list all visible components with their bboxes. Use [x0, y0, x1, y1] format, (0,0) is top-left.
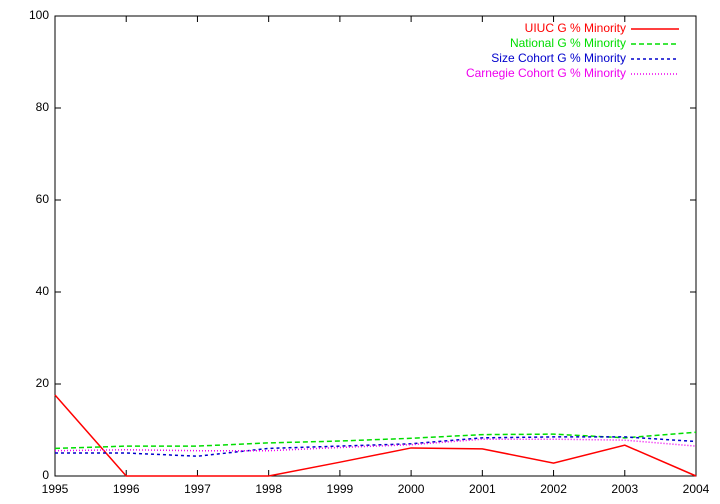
y-tick-label: 40	[36, 284, 50, 298]
legend-label: National G % Minority	[510, 36, 626, 50]
y-tick-label: 100	[29, 8, 49, 22]
x-tick-label: 1999	[327, 482, 354, 496]
x-tick-label: 2003	[611, 482, 638, 496]
y-tick-label: 20	[36, 376, 50, 390]
x-tick-label: 1995	[42, 482, 69, 496]
series-line	[55, 436, 697, 457]
legend-label: Carnegie Cohort G % Minority	[466, 66, 626, 80]
x-tick-label: 2001	[469, 482, 496, 496]
x-tick-label: 2002	[540, 482, 567, 496]
y-tick-label: 60	[36, 192, 50, 206]
x-tick-label: 1996	[113, 482, 140, 496]
x-tick-label: 1998	[255, 482, 282, 496]
plot-frame	[54, 15, 697, 477]
legend-label: Size Cohort G % Minority	[491, 51, 626, 65]
series-line	[54, 438, 697, 452]
series-line	[54, 431, 697, 450]
x-tick-label: 2004	[683, 482, 710, 496]
series-line	[54, 394, 697, 477]
x-tick-label: 1997	[184, 482, 211, 496]
x-tick-label: 2000	[398, 482, 425, 496]
y-tick-label: 0	[42, 468, 49, 482]
y-tick-label: 80	[36, 100, 50, 114]
legend-label: UIUC G % Minority	[525, 21, 626, 35]
